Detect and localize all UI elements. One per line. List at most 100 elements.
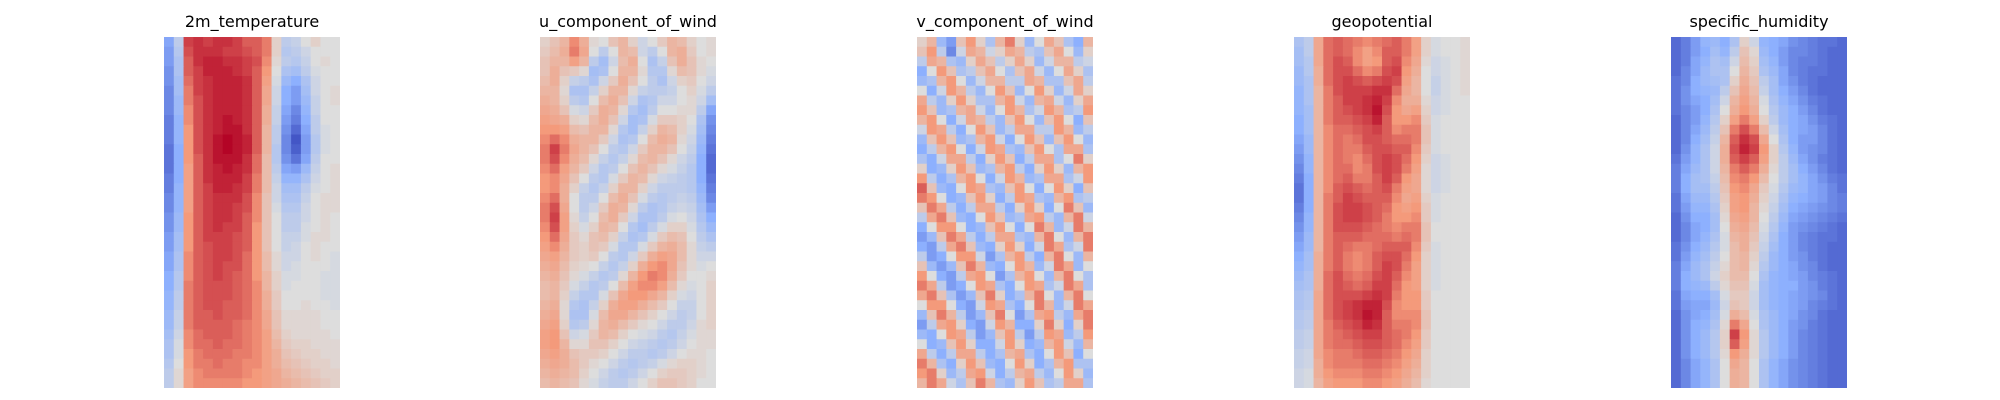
heatmap-cell (1719, 46, 1731, 58)
heatmap-cell (1063, 319, 1075, 331)
heatmap-cell (1411, 193, 1422, 204)
heatmap-cell (1680, 105, 1692, 116)
heatmap-cell (588, 154, 600, 165)
heatmap-cell (1333, 134, 1344, 145)
heatmap-cell (946, 271, 957, 282)
heatmap-cell (1014, 368, 1026, 379)
heatmap-cell (1352, 66, 1364, 77)
heatmap-cell (1005, 241, 1016, 253)
heatmap-cell (310, 329, 322, 340)
heatmap-cell (310, 163, 322, 175)
heatmap-cell (657, 329, 668, 340)
heatmap-cell (1729, 319, 1741, 331)
heatmap-cell (706, 300, 716, 311)
heatmap-cell (1063, 202, 1075, 214)
heatmap-cell (637, 56, 649, 67)
heatmap-cell (1807, 349, 1819, 360)
heatmap-cell (1382, 319, 1393, 331)
heatmap-cell (281, 310, 292, 321)
heatmap-cell (1729, 339, 1741, 350)
heatmap-cell (1323, 56, 1334, 67)
heatmap-cell (300, 37, 312, 48)
heatmap-cell (637, 105, 649, 116)
heatmap-cell (1083, 95, 1093, 106)
heatmap-cell (1342, 193, 1354, 204)
heatmap-cell (252, 241, 263, 253)
heatmap-cell (1690, 202, 1701, 214)
heatmap-cell (1719, 37, 1731, 48)
heatmap-cell (549, 300, 561, 311)
panel-u-component-of-wind: u_component_of_wind (539, 0, 717, 400)
heatmap-cell (310, 232, 322, 243)
heatmap-cell (667, 232, 678, 243)
heatmap-cell (1690, 358, 1701, 370)
heatmap-cell (252, 76, 263, 87)
heatmap-cell (1352, 319, 1364, 331)
heatmap-cell (618, 271, 629, 282)
heatmap-cell (1460, 66, 1470, 77)
heatmap-cell (569, 271, 580, 282)
heatmap-cell (965, 358, 977, 370)
heatmap-cell (1342, 154, 1354, 165)
heatmap-cell (588, 232, 600, 243)
heatmap-cell (1063, 144, 1075, 155)
heatmap-cell (598, 163, 610, 175)
heatmap-cell (1719, 144, 1731, 155)
heatmap-cell (676, 66, 688, 77)
heatmap-cell (686, 202, 698, 214)
heatmap-cell (706, 319, 716, 331)
heatmap-cell (549, 163, 561, 175)
heatmap-cell (1421, 154, 1432, 165)
heatmap-cell (696, 66, 707, 77)
heatmap-cell (965, 115, 977, 126)
heatmap-cell (647, 319, 658, 331)
heatmap-cell (946, 173, 957, 184)
heatmap-cell (271, 339, 282, 350)
heatmap-cell (1303, 261, 1315, 272)
heatmap-cell (1313, 222, 1324, 233)
heatmap-cell (667, 193, 678, 204)
heatmap-cell (647, 290, 658, 301)
heatmap-cell (261, 56, 273, 67)
heatmap-cell (1391, 251, 1403, 262)
heatmap-cell (1700, 163, 1711, 175)
heatmap-cell (1759, 378, 1770, 388)
heatmap-cell (985, 105, 996, 116)
heatmap-cell (1768, 232, 1780, 243)
heatmap-cell (232, 183, 243, 194)
heatmap-cell (1005, 105, 1016, 116)
heatmap-cell (618, 154, 629, 165)
heatmap-cell (1411, 134, 1422, 145)
heatmap-cell (1710, 349, 1721, 360)
heatmap-cell (271, 349, 282, 360)
heatmap-cell (1044, 329, 1055, 340)
heatmap-cell (965, 329, 977, 340)
heatmap-cell (1053, 144, 1065, 155)
heatmap-cell (647, 232, 658, 243)
heatmap-cell (657, 358, 668, 370)
heatmap-cell (1391, 310, 1403, 321)
heatmap-cell (310, 261, 322, 272)
heatmap-cell (1460, 222, 1470, 233)
heatmap-cell (320, 349, 331, 360)
heatmap-cell (618, 95, 629, 106)
heatmap-cell (975, 261, 987, 272)
heatmap-cell (1044, 144, 1055, 155)
heatmap-cell (1034, 280, 1045, 292)
heatmap-cell (1817, 183, 1829, 194)
heatmap-cell (1005, 319, 1016, 331)
heatmap-cell (956, 85, 967, 97)
heatmap-cell (183, 37, 194, 48)
heatmap-cell (917, 329, 928, 340)
heatmap-cell (1401, 241, 1412, 253)
heatmap-cell (1671, 124, 1682, 136)
heatmap-cell (222, 95, 234, 106)
heatmap-cell (975, 115, 987, 126)
heatmap-cell (965, 251, 977, 262)
heatmap-cell (1710, 319, 1721, 331)
heatmap-cell (1024, 251, 1035, 262)
heatmap-cell (1083, 261, 1093, 272)
heatmap-cell (1729, 95, 1741, 106)
heatmap-cell (1778, 271, 1789, 282)
heatmap-cell (1690, 105, 1701, 116)
